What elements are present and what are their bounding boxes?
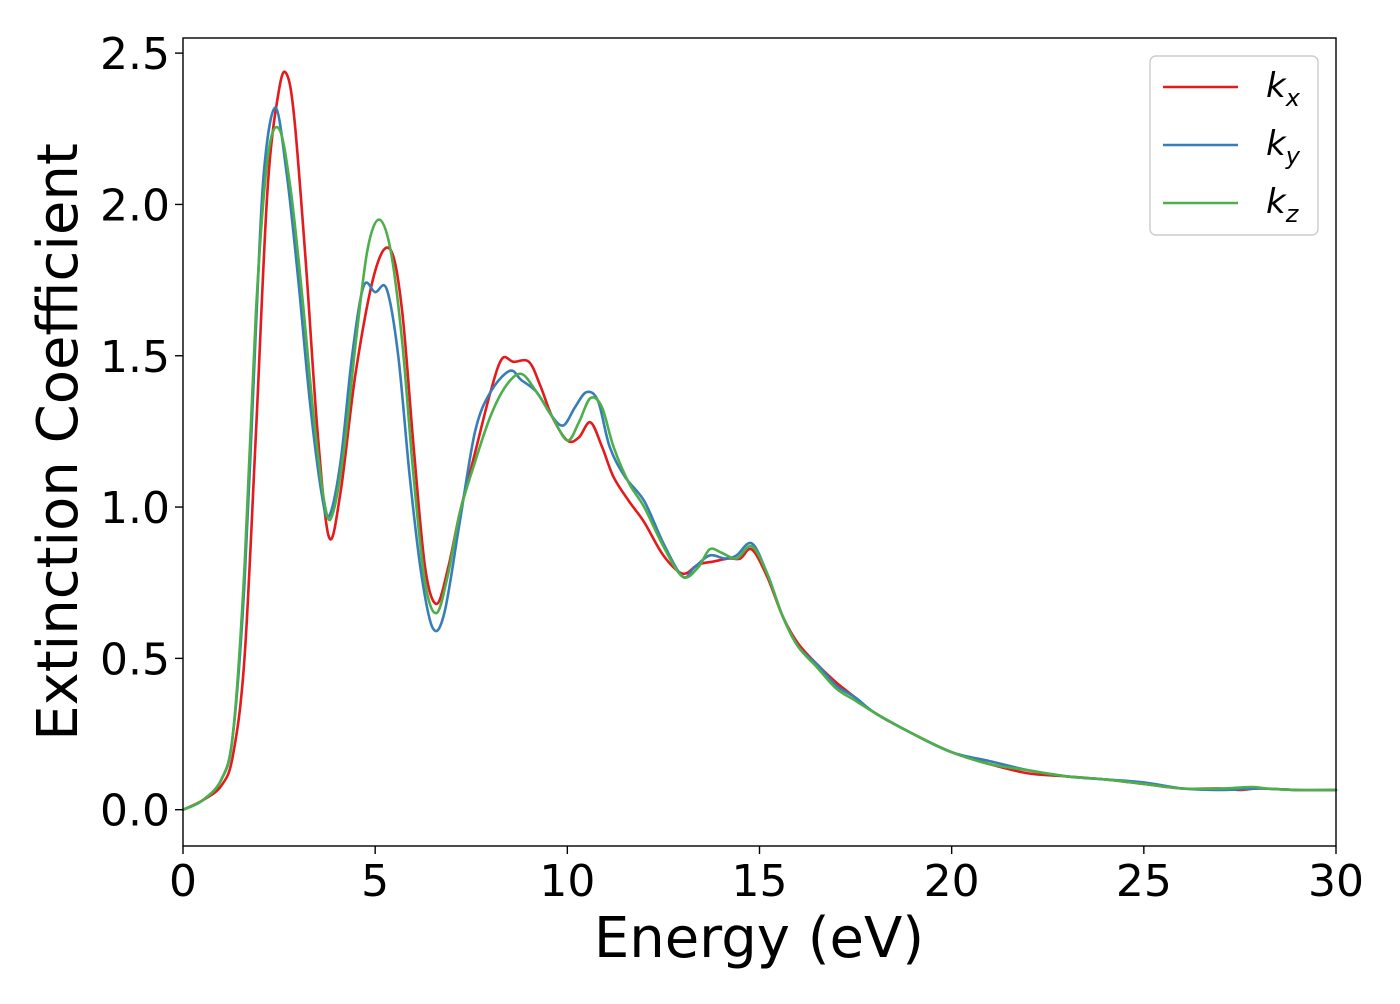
x-tick-label: 30 (1308, 856, 1364, 907)
x-axis-label: Energy (eV) (594, 906, 924, 971)
x-tick-label: 5 (361, 856, 389, 907)
y-tick-label: 0.0 (100, 786, 170, 837)
legend-label-kx: kx (1266, 66, 1301, 112)
x-tick-label: 25 (1116, 856, 1172, 907)
y-tick-label: 1.0 (100, 483, 170, 534)
legend-label-kz: kz (1266, 182, 1300, 228)
x-tick-label: 15 (732, 856, 788, 907)
series-line-kz (181, 125, 1338, 811)
y-tick-label: 2.5 (100, 29, 170, 80)
y-tick-label: 0.5 (100, 634, 170, 685)
y-axis-label: Extinction Coefficient (26, 143, 91, 741)
x-tick-label: 20 (924, 856, 980, 907)
y-tick-label: 1.5 (100, 332, 170, 383)
series-layer (181, 70, 1338, 811)
y-axis: 0.0 0.5 1.0 1.5 2.0 2.5 (100, 29, 183, 837)
x-axis: 0 5 10 15 20 25 30 (169, 846, 1364, 907)
legend-label-ky: ky (1266, 124, 1301, 170)
legend: kx ky kz (1149, 55, 1319, 236)
x-tick-label: 10 (539, 856, 595, 907)
x-tick-label: 0 (169, 856, 197, 907)
y-tick-label: 2.0 (100, 180, 170, 231)
